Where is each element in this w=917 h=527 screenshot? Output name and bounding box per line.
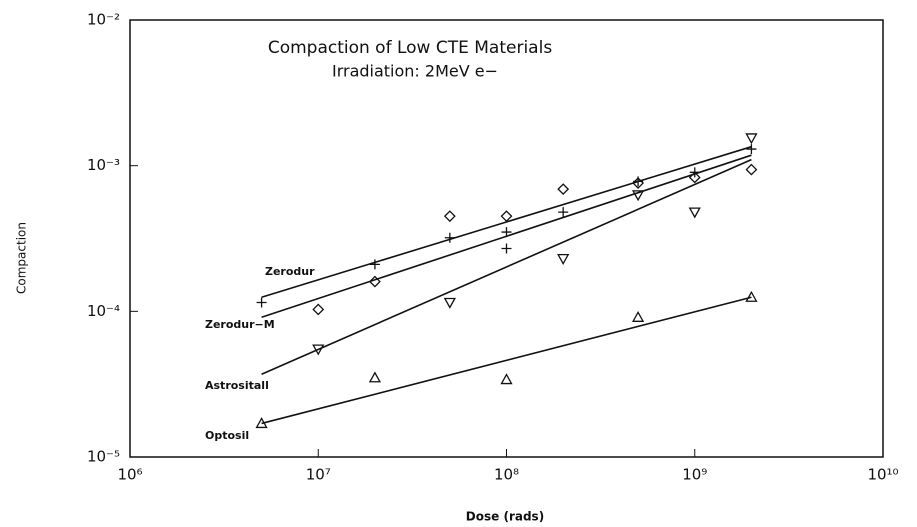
data-point xyxy=(631,190,645,202)
series-label: Zerodur xyxy=(265,265,315,278)
chart-subtitle: Irradiation: 2MeV e− xyxy=(332,62,498,81)
x-tick-label: 10⁷ xyxy=(306,466,331,484)
data-point xyxy=(368,275,381,288)
x-tick-label: 10¹⁰ xyxy=(867,466,898,484)
x-tick-label: 10⁶ xyxy=(117,466,142,484)
data-point xyxy=(443,210,456,223)
y-tick-label: 10⁻⁵ xyxy=(87,448,120,466)
data-point xyxy=(557,183,570,196)
x-tick-label: 10⁸ xyxy=(494,466,519,484)
y-axis-label: Compaction xyxy=(15,222,29,294)
data-point xyxy=(557,253,570,265)
y-tick-label: 10⁻² xyxy=(87,11,120,29)
series-label: Zerodur−M xyxy=(205,318,275,331)
y-tick-label: 10⁻⁴ xyxy=(87,302,120,320)
data-point xyxy=(312,303,325,316)
fit-line xyxy=(261,154,752,319)
chart-title: Compaction of Low CTE Materials xyxy=(268,38,552,58)
data-point xyxy=(443,297,456,309)
data-point xyxy=(312,344,325,356)
data-point xyxy=(631,310,645,322)
data-point xyxy=(501,243,512,254)
data-point xyxy=(255,417,268,429)
series-label: Optosil xyxy=(205,429,249,442)
data-point xyxy=(745,133,758,145)
data-point xyxy=(745,290,758,302)
x-tick-label: 10⁹ xyxy=(682,466,707,484)
data-point xyxy=(256,297,267,308)
data-point xyxy=(444,232,455,243)
data-point xyxy=(368,371,382,383)
fit-line xyxy=(261,158,752,375)
y-tick-label: 10⁻³ xyxy=(87,156,120,174)
data-point xyxy=(746,144,757,155)
series-label: Astrositall xyxy=(205,379,269,392)
data-point xyxy=(558,207,569,218)
data-point xyxy=(688,207,701,219)
data-point xyxy=(632,177,645,189)
data-point xyxy=(688,171,701,184)
data-point xyxy=(745,163,758,176)
data-point xyxy=(500,210,513,223)
data-point xyxy=(369,259,380,270)
x-axis-label: Dose (rads) xyxy=(466,510,544,524)
fit-line xyxy=(261,296,752,425)
data-point xyxy=(500,373,513,385)
